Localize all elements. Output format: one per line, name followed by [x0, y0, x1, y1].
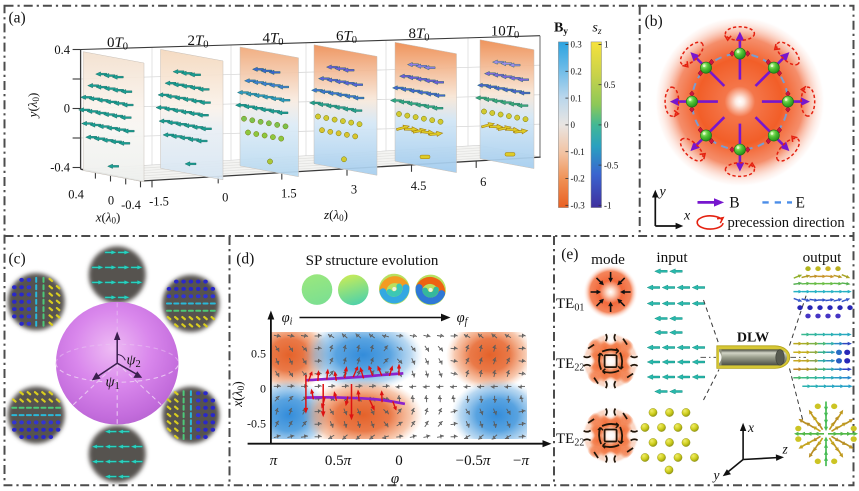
svg-text:0.1: 0.1 — [571, 93, 582, 103]
svg-text:-0.1: -0.1 — [571, 147, 585, 157]
svg-text:0.4: 0.4 — [68, 188, 84, 202]
svg-text:(d): (d) — [236, 251, 254, 268]
svg-text:0: 0 — [395, 453, 403, 469]
svg-text:4.5: 4.5 — [411, 179, 427, 193]
svg-text:TE22: TE22 — [556, 356, 584, 374]
svg-text:0: 0 — [222, 190, 228, 204]
svg-text:φf: φf — [457, 310, 469, 328]
svg-text:mode: mode — [591, 251, 625, 268]
svg-text:2T0: 2T0 — [187, 33, 208, 51]
svg-text:-0.4: -0.4 — [50, 161, 71, 175]
svg-text:0T0: 0T0 — [107, 35, 128, 53]
svg-text:6: 6 — [480, 175, 486, 189]
svg-text:0: 0 — [260, 382, 266, 396]
svg-text:0: 0 — [571, 120, 576, 130]
svg-text:−0.5π: −0.5π — [456, 453, 491, 469]
svg-text:0.2: 0.2 — [571, 67, 582, 77]
svg-text:(c): (c) — [9, 251, 26, 268]
svg-text:3: 3 — [351, 183, 357, 197]
svg-text:x(λ0): x(λ0) — [230, 381, 247, 408]
svg-text:-0.2: -0.2 — [571, 174, 585, 184]
svg-text:10T0: 10T0 — [491, 24, 520, 42]
svg-text:φi: φi — [282, 310, 293, 328]
svg-text:6T0: 6T0 — [336, 28, 357, 46]
svg-text:0: 0 — [64, 102, 70, 116]
svg-text:(a): (a) — [9, 10, 26, 27]
svg-text:DLW: DLW — [737, 331, 769, 346]
svg-text:0: 0 — [604, 120, 609, 130]
svg-text:(e): (e) — [561, 246, 578, 263]
svg-text:−π: −π — [513, 453, 529, 469]
svg-text:TE22: TE22 — [556, 431, 584, 449]
svg-text:z: z — [782, 442, 789, 457]
svg-text:TE01: TE01 — [556, 296, 584, 314]
svg-text:x: x — [683, 209, 691, 224]
svg-text:0.5: 0.5 — [251, 347, 266, 361]
svg-text:ψ1: ψ1 — [106, 375, 120, 393]
svg-text:0: 0 — [108, 194, 114, 208]
svg-text:0.5π: 0.5π — [325, 453, 352, 469]
svg-text:1.5: 1.5 — [281, 187, 297, 201]
svg-text:0.4: 0.4 — [54, 43, 70, 57]
svg-text:precession direction: precession direction — [728, 215, 846, 231]
svg-text:By: By — [554, 21, 568, 38]
svg-text:input: input — [656, 249, 688, 266]
svg-text:B: B — [729, 195, 739, 212]
svg-text:1: 1 — [604, 40, 609, 50]
svg-text:SP structure evolution: SP structure evolution — [306, 253, 439, 269]
svg-text:π: π — [270, 453, 278, 469]
svg-text:-0.5: -0.5 — [247, 417, 266, 431]
svg-text:E: E — [796, 195, 805, 212]
svg-text:4T0: 4T0 — [262, 31, 283, 49]
svg-text:y: y — [658, 185, 667, 200]
svg-text:z(λ0): z(λ0) — [323, 207, 348, 223]
svg-text:-0.4: -0.4 — [121, 198, 142, 212]
svg-text:sz: sz — [592, 21, 601, 38]
svg-text:x(λ0): x(λ0) — [95, 210, 121, 226]
svg-text:output: output — [803, 249, 843, 266]
svg-text:0.3: 0.3 — [571, 40, 583, 50]
svg-text:(b): (b) — [645, 13, 663, 30]
svg-text:-1: -1 — [604, 201, 612, 211]
svg-text:y(λ0): y(λ0) — [25, 93, 41, 120]
svg-text:0.5: 0.5 — [604, 80, 616, 90]
svg-text:8T0: 8T0 — [408, 26, 429, 44]
svg-text:y: y — [712, 468, 720, 483]
svg-text:x: x — [747, 420, 754, 435]
svg-text:-1.5: -1.5 — [149, 194, 169, 208]
svg-text:φ: φ — [391, 471, 399, 487]
svg-text:ψ2: ψ2 — [127, 353, 141, 371]
svg-text:-0.3: -0.3 — [571, 201, 586, 211]
svg-text:-0.5: -0.5 — [604, 160, 619, 170]
